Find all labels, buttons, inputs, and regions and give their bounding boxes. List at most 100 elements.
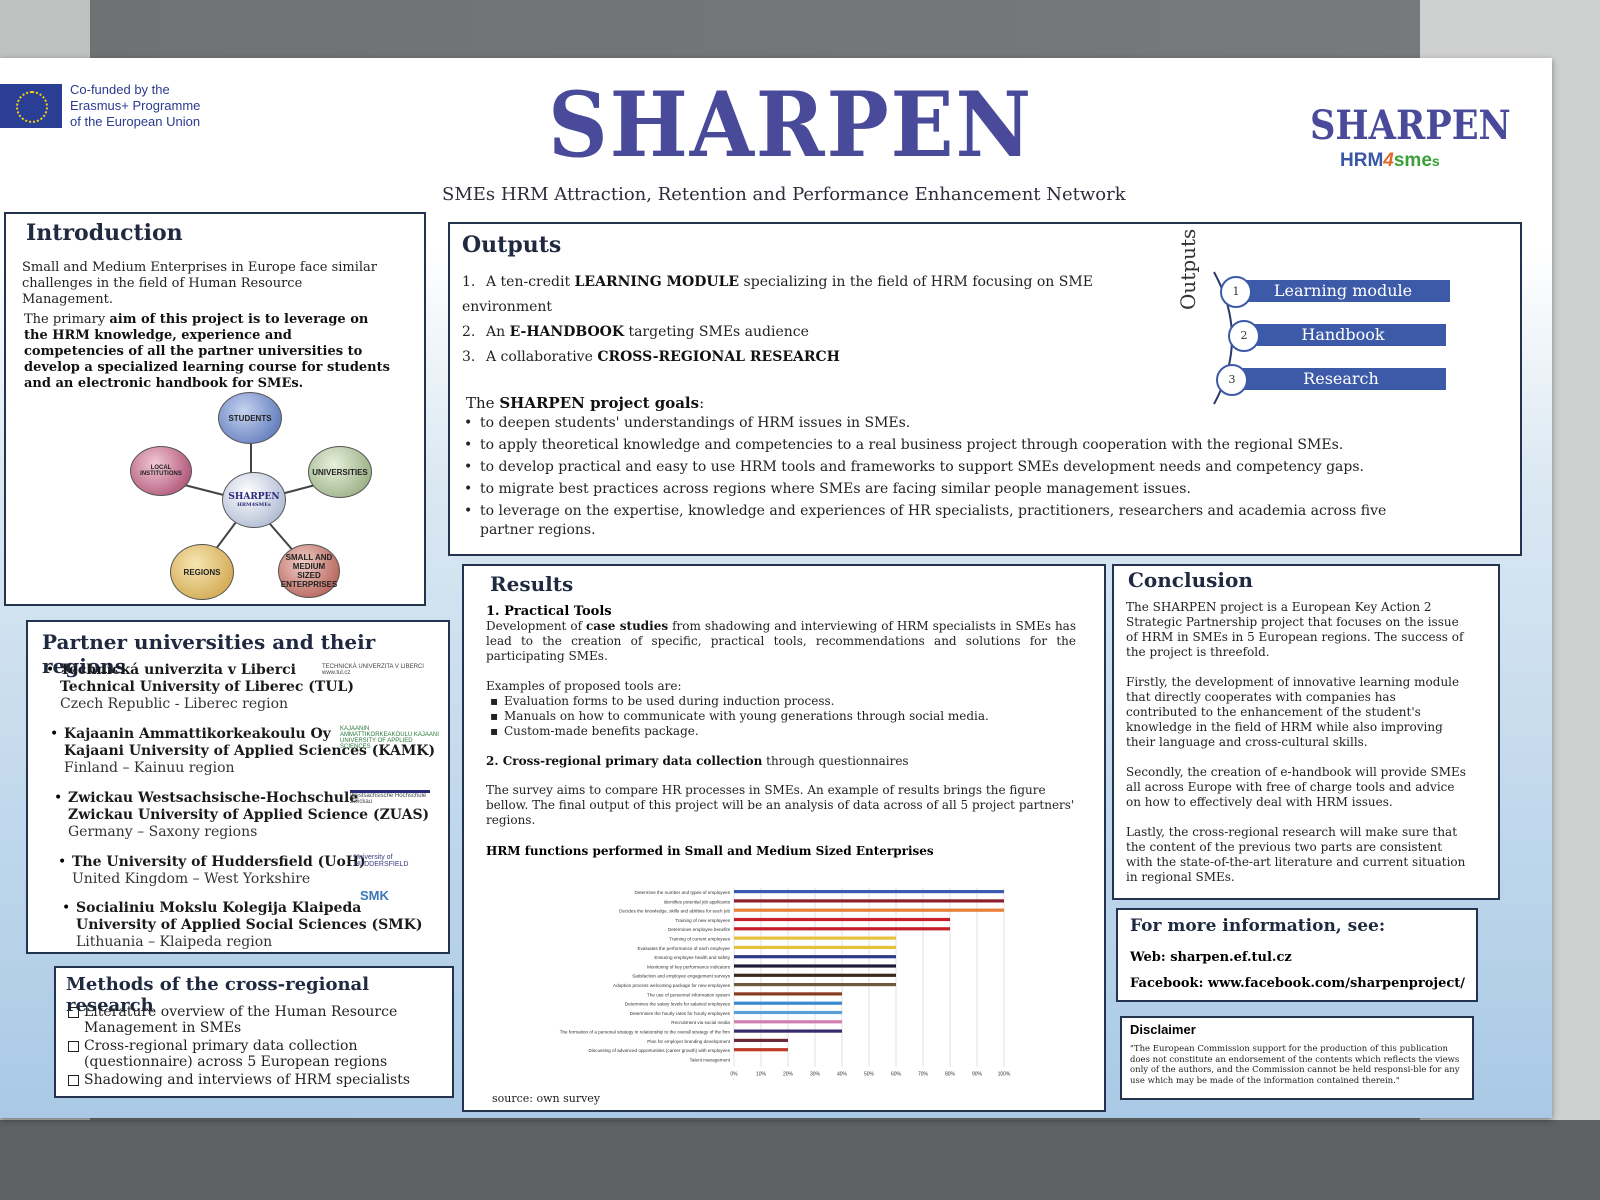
uoh-logo-icon: University of HUDDERSFIELD [354,854,409,868]
chart-x-tick-label: 60% [891,1072,902,1078]
chart-x-tick-label: 40% [837,1072,848,1078]
outputs-list: 1. A ten-credit LEARNING MODULE specializ… [462,270,1182,370]
conclusion-title: Conclusion [1128,568,1253,592]
results-title: Results [490,572,574,596]
chart-x-tick-label: 70% [918,1072,929,1078]
info-web-link[interactable]: Web: sharpen.ef.tul.cz [1130,950,1292,965]
chart-category-label: The use of personnel information system [647,992,730,997]
chart-bar [734,899,1004,903]
diagram-smes: SMALL AND MEDIUM SIZED ENTERPRISES [278,544,340,598]
zuas-logo-icon: Westsächsische Hochschule Zwickau [350,790,430,805]
info-facebook-link[interactable]: Facebook: www.facebook.com/sharpenprojec… [1130,976,1466,991]
chart-category-label: Evaluates the performance of each employ… [638,946,731,951]
chart-bar [734,1001,842,1005]
chart-x-tick-label: 0% [730,1072,738,1078]
results-example-item: Evaluation forms to be used during induc… [486,694,1076,709]
diagram-local-institutions: LOCAL INSTITUTIONS [130,446,192,496]
chart-title: HRM functions performed in Small and Med… [486,844,934,858]
chart-x-tick-label: 90% [972,1072,983,1078]
outputs-title: Outputs [462,232,562,258]
diagram-students: STUDENTS [218,392,282,444]
goal-item: to leverage on the expertise, knowledge … [462,502,1440,540]
partner-item-tul: Technická univerzita v Liberci Technical… [46,662,450,713]
eu-line-2: Erasmus+ Programme [70,98,201,113]
results-s1-text: Development of case studies from shadowi… [486,619,1076,663]
hrm-functions-chart: 0% 10% 20% 30% 40% 50% 60% 70% 80% 90% 100% Determi… [560,888,1011,1078]
goal-item: to apply theoretical knowledge and compe… [462,436,1502,455]
chart-bar [734,936,896,940]
chart-bar [734,992,842,996]
chart-category-label: Monitoring of key performance indicators [647,964,731,969]
chart-category-label: Discussing of advanced opportunities (ca… [589,1048,731,1053]
outputs-panel: Outputs 1. A ten-credit LEARNING MODULE s… [448,222,1522,556]
partners-panel: Partner universities and their regions T… [26,620,450,954]
chart-category-label: Talent management [690,1057,731,1062]
tul-logo-icon: TECHNICKÁ UNIVERZITA V LIBERCI www.tul.c… [322,664,424,676]
diagram-universities: UNIVERSITIES [308,446,372,498]
info-title: For more information, see: [1130,916,1386,936]
results-example-item: Manuals on how to communicate with young… [486,709,1076,724]
chart-bar [734,1010,842,1015]
info-panel: For more information, see: Web: sharpen.… [1116,908,1478,1002]
output-num-1: 1 [1220,276,1252,308]
goal-item: to develop practical and easy to use HRM… [462,458,1502,477]
partner-item-kamk: Kajaanin Ammattikorkeakoulu Oy Kajaani U… [50,726,454,777]
chart-category-label: The formation of a personal strategy in … [560,1030,730,1035]
floor-strip [0,1120,1600,1200]
chart-category-label: Identifies potential job applicants [664,899,731,904]
chart-x-tick-label: 20% [783,1072,794,1078]
conclusion-body: The SHARPEN project is a European Key Ac… [1126,600,1466,885]
methods-list: Literature overview of the Human Resourc… [66,1004,436,1090]
eu-flag-icon [0,84,62,128]
conclusion-p1: The SHARPEN project is a European Key Ac… [1126,600,1464,659]
outputs-item: 3. A collaborative CROSS-REGIONAL RESEARC… [462,349,840,365]
chart-bar [734,890,1004,894]
partner-item-uoh: The University of Huddersfield (UoH) Uni… [58,854,462,888]
chart-category-label: Determine the number and types of employ… [635,890,731,895]
chart-category-label: Training of new employees [675,918,730,923]
chart-category-label: Training of current employees [669,937,730,942]
output-num-2: 2 [1228,320,1260,352]
chart-bar [734,1048,788,1052]
goals-title: The SHARPEN project goals: [466,394,705,412]
results-s2-text: The survey aims to compare HR processes … [486,783,1075,827]
chart-category-label: Determines the salary levels for salarie… [625,1002,731,1007]
results-example-item: Custom-made benefits package. [486,724,1076,739]
chart-x-tick-label: 50% [864,1072,875,1078]
chart-x-tick-label: 100% [998,1072,1011,1078]
chart-category-label: Adoption process welcoming package for n… [613,983,731,988]
methods-item: Literature overview of the Human Resourc… [66,1004,436,1036]
chart-category-label: Determines employee benefits [668,927,731,932]
goals-list: to deepen students' understandings of HR… [462,414,1502,543]
outputs-item: 2. An E-HANDBOOK targeting SMEs audience [462,324,809,340]
output-num-3: 3 [1216,364,1248,396]
introduction-p1: Small and Medium Enterprises in Europe f… [22,260,377,307]
eu-line-3: of the European Union [70,114,201,129]
methods-item: Cross-regional primary data collection (… [66,1038,436,1070]
chart-category-label: Ensuring employee health and safety [654,955,730,960]
methods-title: Methods of the cross-regional research [66,974,370,1016]
eu-line-1: Co-funded by the [70,82,170,97]
chart-bar [734,964,896,968]
conclusion-p3: Secondly, the creation of e-handbook wil… [1126,765,1466,809]
chart-category-label: Satisfaction and employee engagement sur… [632,974,731,979]
kamk-logo-icon: KAJAANIN AMMATTIKORKEAKOULU KAJAANI UNIV… [340,726,439,750]
smk-logo-icon: SMK [360,888,389,903]
chart-category-label: Decides the knowledge, skills and abilit… [619,909,730,914]
chart-bar [734,917,950,922]
poster-title: SHARPEN [548,72,1034,178]
partner-item-smk: Socialiniu Mokslu Kolegija Klaipeda Univ… [62,888,466,951]
results-s1-title: 1. Practical Tools [486,604,612,619]
chart-source: source: own survey [492,1092,601,1105]
chart-bar [734,955,896,959]
chart-category-label: Determines the hourly rates for hourly e… [630,1011,731,1016]
conclusion-panel: Conclusion The SHARPEN project is a Euro… [1112,564,1500,900]
methods-item: Shadowing and interviews of HRM speciali… [66,1072,436,1088]
sharpen-logo: SHARPEN [1310,102,1511,149]
outputs-item: 1. A ten-credit LEARNING MODULE specializ… [462,274,1093,315]
chart-bar [734,973,896,977]
chart-x-tick-label: 30% [810,1072,821,1078]
chart-category-label: Recruitment via social media [671,1020,730,1025]
introduction-title: Introduction [26,220,183,246]
diagram-center-sharpen: SHARPEN HRM4SMEs [222,472,286,528]
